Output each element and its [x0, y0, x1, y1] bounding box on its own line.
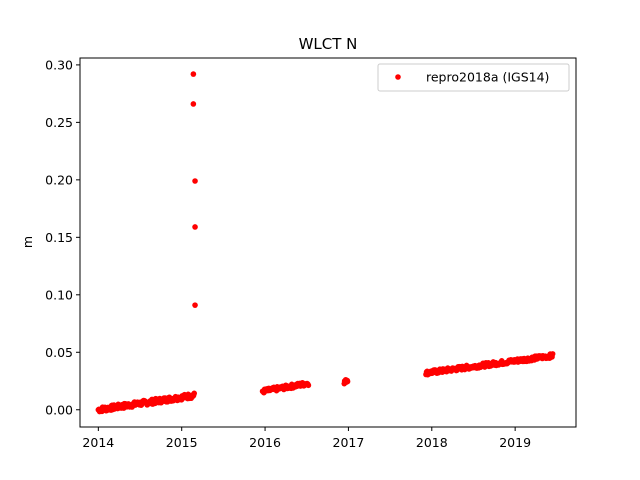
data-point [192, 302, 198, 308]
x-tick-label: 2015 [166, 435, 198, 450]
data-point [549, 351, 556, 357]
y-axis-label: m [20, 236, 35, 248]
legend-box [377, 63, 570, 92]
x-axis-ticks: 2014 2015 2016 2017 2018 2019 [82, 427, 531, 450]
y-tick-label: 0.00 [45, 402, 73, 417]
data-point [191, 390, 198, 397]
data-point [192, 224, 198, 230]
legend-entry: repro2018a (IGS14) [426, 70, 549, 85]
data-point [344, 378, 351, 385]
data-point [190, 71, 197, 77]
x-tick-label: 2014 [82, 435, 114, 450]
y-tick-label: 0.25 [45, 115, 73, 130]
x-tick-label: 2016 [249, 435, 281, 450]
y-tick-label: 0.15 [45, 230, 73, 245]
y-tick-label: 0.10 [45, 287, 73, 302]
legend: repro2018a (IGS14) [377, 63, 570, 92]
y-tick-label: 0.05 [45, 345, 73, 360]
x-tick-label: 2017 [333, 435, 365, 450]
y-tick-label: 0.30 [45, 57, 73, 72]
legend-marker [395, 74, 401, 80]
plot-frame [79, 57, 577, 428]
chart-title: WLCT N [299, 35, 358, 53]
data-points [95, 71, 556, 415]
y-axis-ticks: 0.00 0.05 0.10 0.15 0.20 0.25 0.30 [45, 57, 80, 417]
x-tick-label: 2018 [416, 435, 448, 450]
data-point [192, 178, 198, 184]
y-tick-label: 0.20 [45, 172, 73, 187]
x-tick-label: 2019 [499, 435, 531, 450]
data-point [305, 382, 312, 389]
data-point [190, 101, 197, 107]
